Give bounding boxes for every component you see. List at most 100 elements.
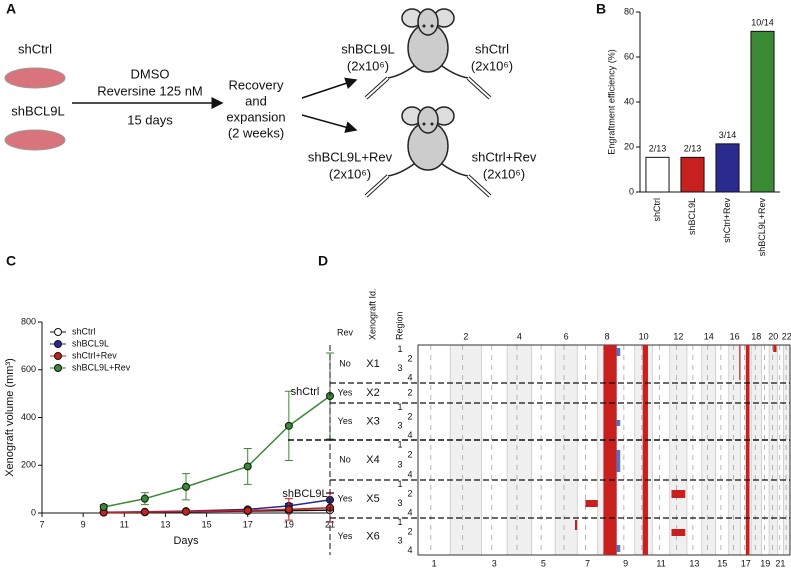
x-tick-label: shBCL9L+Rev (757, 198, 767, 257)
chromosome-label: 8 (605, 331, 610, 341)
y-tick-label: 400 (21, 412, 36, 422)
chromosome-label: 9 (623, 558, 628, 568)
chromosome-band (669, 345, 687, 555)
cnv-block (585, 500, 598, 507)
region-label: 4 (407, 430, 412, 440)
region-label: 4 (407, 545, 412, 555)
cell-label: shCtrl (18, 41, 52, 56)
treatment: Reversine 125 nM (97, 83, 203, 98)
bar (715, 143, 740, 193)
y-tick-label: 0 (31, 507, 36, 517)
legend-marker (54, 328, 62, 336)
region-label: 1 (397, 344, 402, 354)
rev-label: No (339, 358, 351, 368)
bar (645, 156, 670, 193)
injection-dose: (2x10⁶) (329, 166, 371, 181)
region-label: 3 (397, 536, 402, 546)
chromosome-band (507, 345, 532, 555)
injection-dose: (2x10⁶) (483, 166, 525, 181)
recovery: (2 weeks) (228, 125, 284, 140)
recovery: and (245, 93, 267, 108)
region-label: 1 (397, 439, 402, 449)
chromosome-band (701, 345, 716, 555)
legend-marker (54, 364, 62, 372)
chromosome-label: 19 (760, 558, 770, 568)
point (140, 494, 149, 503)
y-tick-label: 800 (21, 316, 36, 326)
cnv-block (671, 490, 686, 498)
x-tick-label: 19 (284, 519, 294, 529)
xenograft-id: X3 (366, 415, 379, 427)
x-tick-label: 9 (81, 519, 86, 529)
chromosome-label: 13 (689, 558, 699, 568)
region-label: 2 (407, 449, 412, 459)
y-tick-label: 0 (629, 186, 634, 196)
point (182, 482, 190, 491)
x-tick-label: shCtrl (652, 198, 662, 222)
rev-label: Yes (338, 387, 353, 397)
series-line (103, 395, 331, 508)
header: Xenograft Id. (367, 288, 377, 340)
injection: shCtrl+Rev (472, 149, 537, 164)
point (284, 421, 293, 430)
chromosome-band (783, 345, 790, 555)
region-label: 3 (397, 498, 402, 508)
x-tick-label: 13 (160, 519, 170, 529)
xenograft-id: X6 (366, 530, 379, 542)
header: Rev (337, 327, 354, 337)
injection-dose: (2x10⁶) (471, 58, 513, 73)
treatment: 15 days (127, 112, 173, 127)
region-label: 3 (397, 459, 402, 469)
cnv-block (603, 345, 617, 555)
point (243, 462, 252, 471)
legend-marker (54, 340, 62, 348)
rev-label: Yes (338, 416, 353, 426)
region-label: 2 (407, 489, 412, 499)
y-tick-label: 60 (624, 51, 634, 61)
value-label: 10/14 (751, 18, 774, 28)
point (243, 506, 252, 515)
chromosome-band (769, 345, 778, 555)
chromosome-label: 7 (585, 558, 590, 568)
cnv-block (773, 345, 777, 352)
x-tick-label: 11 (120, 519, 129, 529)
legend-label: shCtrl (72, 326, 96, 336)
panel-label: B (596, 1, 606, 17)
panel-label: C (6, 253, 16, 269)
chromosome-label: 16 (730, 331, 740, 341)
region-label: 3 (397, 363, 402, 373)
chromosome-label: 5 (541, 558, 546, 568)
y-tick-label: 80 (624, 6, 634, 16)
cnv-block (616, 545, 621, 552)
x-tick-label: 17 (243, 519, 253, 529)
point (99, 503, 108, 512)
cnv-block (745, 345, 750, 555)
recovery: expansion (226, 109, 285, 124)
chromosome-label: 6 (564, 331, 569, 341)
panel-label: A (6, 1, 16, 17)
legend-label: shCtrl+Rev (72, 350, 117, 360)
series-line (103, 506, 331, 514)
x-tick-label: shBCL9L (687, 198, 697, 235)
treatment: DMSO (131, 66, 170, 81)
y-tick-label: 200 (21, 460, 36, 470)
rev-label: No (339, 454, 351, 464)
cnv-block (739, 345, 741, 380)
region-label: 2 (407, 387, 412, 397)
x-tick-label: 15 (202, 519, 212, 529)
rev-label: Yes (338, 493, 353, 503)
chromosome-label: 15 (717, 558, 727, 568)
chromosome-label: 21 (775, 558, 785, 568)
injection-dose: (2x10⁶) (347, 58, 389, 73)
panel-label: D (318, 253, 328, 269)
region-label: 4 (407, 469, 412, 479)
chromosome-label: 4 (517, 331, 522, 341)
point (182, 507, 190, 516)
y-axis-label: Engraftment efficiency (%) (606, 49, 616, 154)
cnv-block (671, 529, 686, 536)
region-label: 4 (407, 508, 412, 518)
group-label: shBCL9L (282, 488, 327, 500)
xenograft-id: X4 (366, 454, 379, 466)
chromosome-band (450, 345, 482, 555)
legend-marker (54, 352, 62, 360)
